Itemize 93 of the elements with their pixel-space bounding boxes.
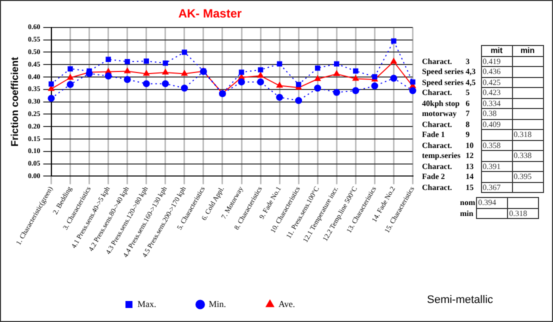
y-tick-label: Charact. [421,88,453,98]
y-tick-label: temp.series [421,150,462,161]
point [352,75,359,81]
data-label: 0.318 [512,130,544,140]
point [181,70,188,76]
point [276,82,283,88]
point [295,97,302,104]
data-label: 0.358 [481,140,512,150]
point [409,87,416,94]
point [142,80,150,88]
data-label: 0.38 [481,108,512,119]
x-tick-label: mit [481,46,512,56]
y2-tick-label: 13 [464,161,475,172]
y2-tick-label: 14 [464,172,475,182]
chart-title: AK- Master [178,6,242,21]
point [314,84,322,92]
point [333,88,340,96]
y-tick-label: Charact. [421,140,453,150]
y-tick-label: Fade 2 [421,172,446,182]
point [352,87,360,94]
y2-tick-label: 5 [464,88,471,98]
y-tick-label: Charact. [421,119,453,130]
legend-label: Ave. [278,298,296,309]
point [314,75,321,81]
y2-tick-label: 8 [464,119,471,130]
y2-tick-label: 7 [464,108,471,119]
y2-tick-label: 9 [464,130,471,140]
data-label: 0.395 [512,172,544,182]
point [334,70,340,76]
point [162,60,168,66]
point [48,81,54,87]
point [144,58,149,64]
data-label: 0.334 [481,98,512,108]
point [257,78,264,86]
y-tick-label: Charact. [421,56,453,66]
point [353,68,358,74]
y-tick-label: motorway [421,108,458,119]
data-label: 0.318 [508,208,539,218]
point [106,56,111,62]
point [371,82,378,90]
point [67,74,74,80]
data-label: 0.423 [481,88,512,98]
data-label: 0.394 [476,198,508,208]
point [276,94,284,101]
point [68,66,73,72]
point [257,72,264,78]
y2-tick-label: 4,3 [464,66,477,77]
point [238,78,245,86]
y-tick-label: 40kph stop [421,98,461,108]
data-label: 0.419 [481,56,512,66]
point [258,67,264,72]
point [162,69,168,75]
data-label: 0.425 [481,77,512,88]
y-tick-label: Charact. [421,161,453,172]
point [334,61,340,66]
point [314,65,320,71]
point [182,50,188,55]
point [180,84,188,92]
point [66,80,74,88]
point [276,61,282,66]
data-label: 0.436 [481,66,512,77]
y-tick-label: Charact. [421,182,453,192]
point [48,94,55,102]
text: Semi-metallic [427,294,494,306]
y-tick-label: Speed series [421,77,465,88]
y2-tick-label: 4,5 [464,77,477,88]
point [143,70,150,76]
point [124,68,130,74]
point [162,80,169,88]
point [124,76,131,83]
y-tick-label: nom [459,198,476,208]
point [296,82,302,88]
y2-tick-label: 6 [464,98,471,108]
point [391,38,396,44]
y2-tick-label: 10 [464,140,475,150]
data-label: 0.409 [481,119,512,130]
point [238,70,244,75]
y-tick-label: Fade 1 [421,130,446,140]
point [104,72,112,80]
data-label: 0.391 [481,161,512,172]
point [390,58,397,64]
y2-tick-label: 12 [464,150,475,161]
y-axis-title: Friction coefficient [10,56,21,147]
point [390,74,398,82]
y2-tick-label: 3 [464,56,471,66]
point [124,59,130,64]
data-label: 0.338 [512,150,544,161]
legend-label: Max. [137,298,156,309]
y2-tick-label: 15 [464,182,475,192]
data-label: 0.367 [481,182,512,192]
point [410,79,416,85]
y-tick-label: Speed series [421,66,465,77]
legend-label: Min. [208,298,226,309]
